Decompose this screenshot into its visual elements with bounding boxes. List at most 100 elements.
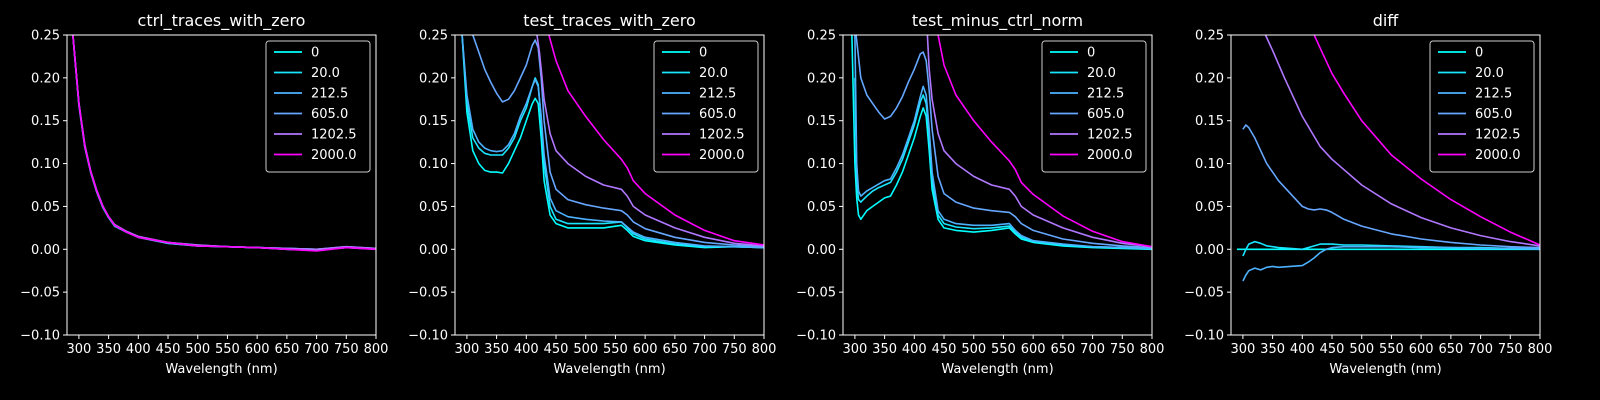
series-line xyxy=(854,35,1152,250)
y-tick-label: −0.10 xyxy=(1184,329,1224,344)
y-tick-label: −0.10 xyxy=(20,329,60,344)
legend-label: 0 xyxy=(699,46,707,61)
y-tick-label: 0.10 xyxy=(419,157,448,172)
x-tick-label: 650 xyxy=(274,342,299,357)
x-tick-label: 650 xyxy=(662,342,687,357)
x-tick-label: 700 xyxy=(1080,342,1105,357)
legend-label: 20.0 xyxy=(1475,66,1504,81)
x-tick-label: 450 xyxy=(544,342,569,357)
y-tick-label: 0.05 xyxy=(419,200,448,215)
y-tick-label: 0.05 xyxy=(31,200,60,215)
series-line xyxy=(1242,245,1540,282)
series-line xyxy=(855,35,1152,249)
legend-label: 605.0 xyxy=(1087,107,1124,122)
y-tick-label: 0.05 xyxy=(807,200,836,215)
x-tick-label: 500 xyxy=(1349,342,1374,357)
legend-label: 0 xyxy=(1475,46,1483,61)
x-tick-label: 800 xyxy=(752,342,777,357)
x-tick-label: 400 xyxy=(514,342,539,357)
y-tick-label: −0.05 xyxy=(796,286,836,301)
axes-frame xyxy=(842,34,1153,336)
y-tick-label: 0.15 xyxy=(807,114,836,129)
legend-box xyxy=(1429,40,1535,173)
x-tick-label: 550 xyxy=(1379,342,1404,357)
legend-label: 212.5 xyxy=(699,87,736,102)
series-group xyxy=(1236,35,1540,282)
x-tick-label: 400 xyxy=(1290,342,1315,357)
x-tick-label: 550 xyxy=(991,342,1016,357)
legend-label: 1202.5 xyxy=(699,128,745,143)
legend-label: 1202.5 xyxy=(311,128,357,143)
y-tick-label: −0.10 xyxy=(796,329,836,344)
x-tick-label: 300 xyxy=(66,342,91,357)
x-tick-label: 450 xyxy=(932,342,957,357)
y-tick-label: −0.10 xyxy=(408,329,448,344)
x-tick-label: 350 xyxy=(484,342,509,357)
legend-label: 605.0 xyxy=(311,107,348,122)
x-tick-label: 400 xyxy=(902,342,927,357)
y-tick-label: −0.05 xyxy=(20,286,60,301)
y-tick-label: 0.15 xyxy=(1195,114,1224,129)
y-tick-label: 0.20 xyxy=(1195,71,1224,86)
x-tick-label: 350 xyxy=(872,342,897,357)
legend-label: 20.0 xyxy=(699,66,728,81)
legend-box xyxy=(1041,40,1147,173)
legend-label: 20.0 xyxy=(311,66,340,81)
axes-frame xyxy=(66,34,377,336)
x-tick-label: 650 xyxy=(1438,342,1463,357)
x-tick-label: 600 xyxy=(633,342,658,357)
y-tick-label: 0.20 xyxy=(31,71,60,86)
x-tick-label: 500 xyxy=(573,342,598,357)
legend-label: 2000.0 xyxy=(1087,148,1133,163)
series-line xyxy=(1313,35,1540,246)
chart-panel: 300 350 400 450 500 550 600 650 700 750 800 −0.10 −0… xyxy=(796,11,1164,377)
x-tick-label: 450 xyxy=(1320,342,1345,357)
x-tick-label: 300 xyxy=(842,342,867,357)
x-tick-label: 550 xyxy=(603,342,628,357)
y-tick-label: 0.05 xyxy=(1195,200,1224,215)
y-tick-label: 0.00 xyxy=(31,243,60,258)
x-axis-label: Wavelength (nm) xyxy=(1329,362,1441,377)
series-group xyxy=(461,35,764,249)
y-tick-label: 0.00 xyxy=(807,243,836,258)
legend-label: 212.5 xyxy=(311,87,348,102)
series-line xyxy=(472,35,764,248)
y-tick-label: 0.00 xyxy=(419,243,448,258)
x-axis-label: Wavelength (nm) xyxy=(941,362,1053,377)
series-line xyxy=(851,35,1152,251)
series-group xyxy=(72,35,376,252)
legend: 0 20.0 212.5 605.0 1202.5 2000.0 xyxy=(1041,40,1147,173)
chart-title: ctrl_traces_with_zero xyxy=(138,11,306,31)
x-tick-label: 650 xyxy=(1050,342,1075,357)
legend-label: 2000.0 xyxy=(699,148,745,163)
x-tick-label: 800 xyxy=(1140,342,1165,357)
x-tick-label: 400 xyxy=(126,342,151,357)
y-tick-label: 0.25 xyxy=(419,29,448,44)
x-axis-label: Wavelength (nm) xyxy=(553,362,665,377)
x-tick-label: 750 xyxy=(334,342,359,357)
chart-title: test_minus_ctrl_norm xyxy=(912,11,1083,31)
x-tick-label: 700 xyxy=(304,342,329,357)
chart-title: test_traces_with_zero xyxy=(523,11,696,31)
legend-label: 605.0 xyxy=(1475,107,1512,122)
x-tick-label: 700 xyxy=(1468,342,1493,357)
x-tick-label: 600 xyxy=(1409,342,1434,357)
series-line xyxy=(548,35,764,246)
legend-label: 0 xyxy=(311,46,319,61)
series-line xyxy=(1242,124,1540,249)
y-tick-label: 0.20 xyxy=(419,71,448,86)
y-tick-label: −0.05 xyxy=(408,286,448,301)
legend-label: 212.5 xyxy=(1475,87,1512,102)
x-tick-label: 500 xyxy=(185,342,210,357)
x-tick-label: 750 xyxy=(722,342,747,357)
legend-label: 2000.0 xyxy=(1475,148,1521,163)
y-tick-label: 0.20 xyxy=(807,71,836,86)
x-tick-label: 800 xyxy=(364,342,389,357)
x-tick-label: 600 xyxy=(1021,342,1046,357)
x-tick-label: 300 xyxy=(1230,342,1255,357)
y-tick-label: 0.25 xyxy=(31,29,60,44)
legend: 0 20.0 212.5 605.0 1202.5 2000.0 xyxy=(1429,40,1535,173)
series-group xyxy=(851,35,1152,251)
x-tick-label: 350 xyxy=(1260,342,1285,357)
chart-panel: 300 350 400 450 500 550 600 650 700 750 800 −0.10 −0… xyxy=(20,11,388,377)
